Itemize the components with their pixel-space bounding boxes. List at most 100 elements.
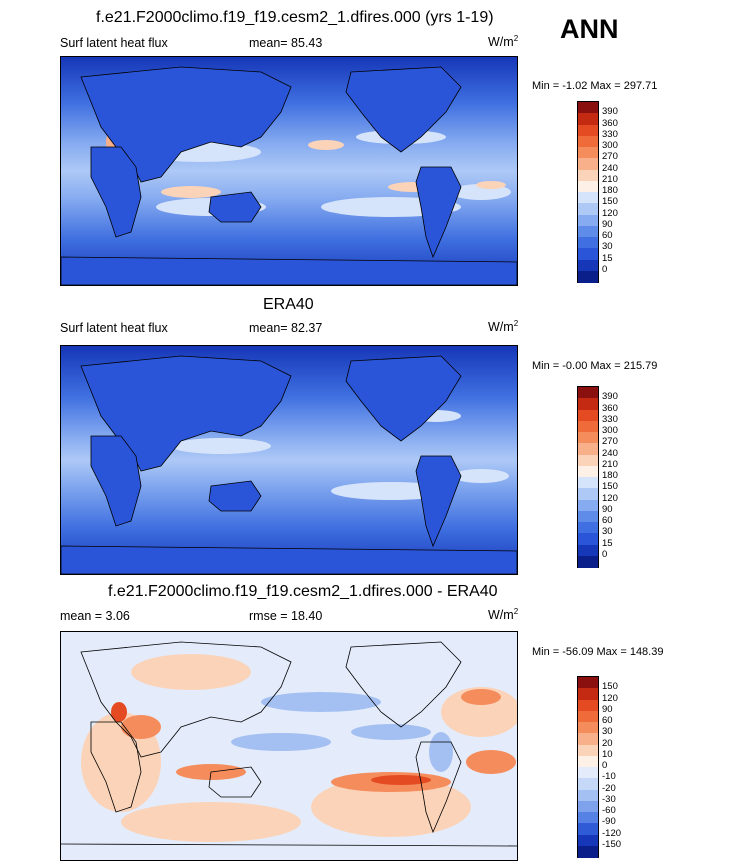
colorbar-swatch <box>578 192 598 204</box>
colorbar-tick-label: 300 <box>602 425 618 436</box>
colorbar-tick-label: -90 <box>602 816 616 828</box>
colorbar-swatch <box>578 834 598 847</box>
panel-3-map-graphic <box>61 632 517 860</box>
colorbar-swatch <box>578 203 598 215</box>
panel-3-units: W/m2 <box>488 607 519 623</box>
panel-3-title: f.e21.F2000climo.f19_f19.cesm2_1.dfires.… <box>108 583 498 600</box>
colorbar-swatch <box>578 733 598 745</box>
season-label: ANN <box>560 14 619 44</box>
colorbar-swatch <box>578 158 598 170</box>
colorbar-swatch <box>578 544 598 557</box>
colorbar-swatch <box>578 454 598 467</box>
colorbar-swatch <box>578 225 598 238</box>
colorbar-tick-label: 0 <box>602 760 608 771</box>
colorbar-swatch <box>578 214 598 227</box>
colorbar-tick-label: 210 <box>602 173 618 185</box>
colorbar-swatch <box>578 387 598 399</box>
panel-1-colorbar <box>577 101 599 283</box>
colorbar-tick-label: 390 <box>602 391 618 403</box>
panel-2-map-graphic <box>61 346 517 574</box>
panel-3-rmse-label: rmse = 18.40 <box>249 609 323 623</box>
colorbar-swatch <box>578 488 598 500</box>
colorbar-swatch <box>578 135 598 148</box>
panel-3-minmax: Min = -56.09 Max = 148.39 <box>532 646 664 658</box>
colorbar-swatch <box>578 755 598 768</box>
colorbar-swatch <box>578 398 598 410</box>
colorbar-tick-label: 270 <box>602 151 618 163</box>
colorbar-swatch <box>578 237 598 249</box>
colorbar-swatch <box>578 270 598 283</box>
panel-1-units: W/m2 <box>488 34 519 50</box>
colorbar-tick-label: -10 <box>602 771 616 783</box>
panel-2-variable-label: Surf latent heat flux <box>60 321 168 335</box>
panel-3-map <box>60 631 518 861</box>
colorbar-swatch <box>578 744 598 757</box>
panel-3-mean-label: mean = 3.06 <box>60 609 130 623</box>
colorbar-tick-label: 180 <box>602 185 618 196</box>
panel-1-title: f.e21.F2000climo.f19_f19.cesm2_1.dfires.… <box>96 9 494 26</box>
panel-1-map <box>60 56 518 286</box>
colorbar-swatch <box>578 409 598 422</box>
panel-1-minmax: Min = -1.02 Max = 297.71 <box>532 80 658 92</box>
colorbar-tick-label: -60 <box>602 805 616 816</box>
colorbar-tick-label: 20 <box>602 737 613 749</box>
colorbar-swatch <box>578 789 598 802</box>
colorbar-tick-label: -20 <box>602 782 616 794</box>
colorbar-tick-label: -120 <box>602 827 622 839</box>
colorbar-tick-label: 360 <box>602 402 618 414</box>
colorbar-swatch <box>578 510 598 523</box>
colorbar-tick-label: 15 <box>602 252 613 264</box>
colorbar-swatch <box>578 555 598 568</box>
panel-1-map-graphic <box>61 57 517 285</box>
colorbar-tick-label: 120 <box>602 207 618 219</box>
colorbar-swatch <box>578 432 598 444</box>
panel-1-variable-label: Surf latent heat flux <box>60 36 168 50</box>
colorbar-swatch <box>578 688 598 700</box>
colorbar-swatch <box>578 823 598 835</box>
colorbar-tick-label: 60 <box>602 230 613 241</box>
colorbar-tick-label: 0 <box>602 263 608 275</box>
colorbar-tick-label: -150 <box>602 838 622 850</box>
colorbar-tick-label: -30 <box>602 793 616 805</box>
colorbar-tick-label: 390 <box>602 106 618 118</box>
colorbar-swatch <box>578 533 598 545</box>
colorbar-swatch <box>578 248 598 260</box>
colorbar-tick-label: 180 <box>602 470 618 481</box>
colorbar-swatch <box>578 722 598 734</box>
colorbar-swatch <box>578 699 598 712</box>
colorbar-swatch <box>578 147 598 159</box>
colorbar-swatch <box>578 113 598 125</box>
colorbar-tick-label: 0 <box>602 548 608 560</box>
panel-2-title: ERA40 <box>263 296 314 313</box>
colorbar-tick-label: 10 <box>602 748 613 760</box>
colorbar-swatch <box>578 522 598 534</box>
colorbar-swatch <box>578 767 598 779</box>
colorbar-swatch <box>578 102 598 114</box>
colorbar-tick-label: 150 <box>602 681 618 693</box>
colorbar-swatch <box>578 677 598 689</box>
colorbar-tick-label: 150 <box>602 481 618 493</box>
colorbar-swatch <box>578 420 598 433</box>
colorbar-tick-label: 90 <box>602 218 613 230</box>
colorbar-swatch <box>578 710 598 723</box>
colorbar-tick-label: 240 <box>602 162 618 174</box>
colorbar-swatch <box>578 812 598 824</box>
colorbar-tick-label: 210 <box>602 458 618 470</box>
colorbar-tick-label: 330 <box>602 128 618 140</box>
colorbar-tick-label: 60 <box>602 515 613 526</box>
colorbar-tick-label: 30 <box>602 726 613 738</box>
panel-2-map <box>60 345 518 575</box>
colorbar-swatch <box>578 180 598 193</box>
panel-2-minmax: Min = -0.00 Max = 215.79 <box>532 360 658 372</box>
colorbar-swatch <box>578 499 598 512</box>
colorbar-swatch <box>578 800 598 813</box>
colorbar-tick-label: 330 <box>602 413 618 425</box>
colorbar-swatch <box>578 443 598 455</box>
panel-2-units: W/m2 <box>488 319 519 335</box>
colorbar-tick-label: 150 <box>602 196 618 208</box>
colorbar-swatch <box>578 845 598 858</box>
colorbar-tick-label: 240 <box>602 447 618 459</box>
colorbar-tick-label: 360 <box>602 117 618 129</box>
colorbar-tick-label: 30 <box>602 526 613 538</box>
colorbar-swatch <box>578 169 598 182</box>
